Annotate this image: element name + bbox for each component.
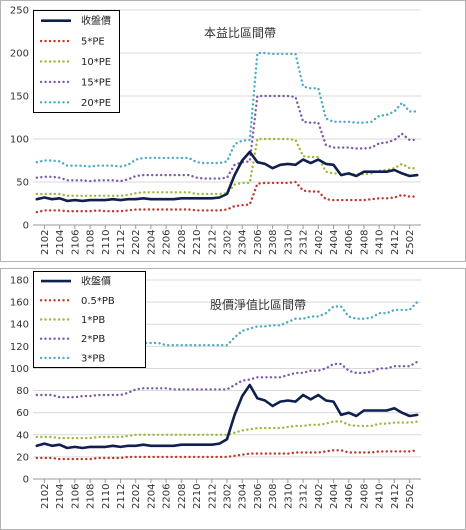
x-tick-label: 2108 bbox=[86, 484, 97, 509]
x-tick-label: 2110 bbox=[101, 484, 112, 509]
x-tick-label: 2112 bbox=[116, 484, 127, 509]
chart-1: 0 50 100 150 200 250 2102 2104 2106 2108 2110 2112 2… bbox=[0, 0, 466, 262]
x-tick-label: 2312 bbox=[299, 230, 310, 255]
x-tick-label: 2406 bbox=[344, 484, 355, 509]
legend-label: 收盤價 bbox=[81, 275, 111, 288]
x-tick-label: 2110 bbox=[101, 230, 112, 255]
y-tick-label: 0 bbox=[23, 221, 29, 232]
y-tick-label: 40 bbox=[16, 430, 29, 441]
x-tick-label: 2310 bbox=[283, 230, 294, 255]
y-tick-label: 50 bbox=[16, 178, 29, 189]
x-tick-label: 2404 bbox=[329, 484, 340, 509]
x-tick-label: 2208 bbox=[177, 484, 188, 509]
x-tick-label: 2212 bbox=[207, 230, 218, 255]
x-tick-label: 2202 bbox=[131, 230, 142, 255]
x-tick-label: 2204 bbox=[146, 484, 157, 509]
y-tick-label: 100 bbox=[10, 364, 29, 375]
legend: 收盤價 0.5*PB 1*PB 2*PB 3*PB bbox=[33, 271, 146, 368]
series-line bbox=[35, 383, 419, 450]
series-line bbox=[35, 150, 419, 203]
x-tick-label: 2406 bbox=[344, 230, 355, 255]
legend-box bbox=[33, 10, 120, 113]
x-tick-label: 2312 bbox=[299, 484, 310, 509]
x-tick-label: 2404 bbox=[329, 230, 340, 255]
y-tick-label: 0 bbox=[23, 475, 29, 486]
legend-label: 收盤價 bbox=[81, 14, 111, 27]
x-tick-label: 2304 bbox=[238, 230, 249, 255]
x-tick-label: 2202 bbox=[131, 484, 142, 509]
x-tick-label: 2402 bbox=[314, 230, 325, 255]
y-tick-label: 140 bbox=[10, 320, 29, 331]
series-line bbox=[35, 420, 419, 440]
chart-title: 股價淨值比區間帶 bbox=[210, 297, 306, 312]
x-tick-label: 2112 bbox=[116, 230, 127, 255]
x-tick-label: 2310 bbox=[283, 484, 294, 509]
series-line bbox=[35, 51, 419, 168]
legend-label: 20*PE bbox=[81, 98, 111, 109]
x-tick-label: 2306 bbox=[253, 230, 264, 255]
x-tick-label: 2408 bbox=[359, 484, 370, 509]
y-tick-label: 160 bbox=[10, 298, 29, 309]
x-tick-label: 2106 bbox=[70, 230, 81, 255]
x-tick-label: 2408 bbox=[359, 230, 370, 255]
x-tick-label: 2104 bbox=[55, 230, 66, 255]
x-tick-label: 2102 bbox=[40, 484, 51, 509]
y-tick-label: 120 bbox=[10, 342, 29, 353]
series-line bbox=[35, 360, 419, 399]
x-tick-label: 2206 bbox=[162, 484, 173, 509]
legend-label: 3*PB bbox=[81, 353, 105, 364]
legend-label: 15*PE bbox=[81, 77, 111, 88]
x-tick-label: 2206 bbox=[162, 230, 173, 255]
x-tick-label: 2204 bbox=[146, 230, 157, 255]
y-tick-label: 60 bbox=[16, 408, 29, 419]
x-tick-label: 2410 bbox=[375, 230, 386, 255]
x-tick-label: 2410 bbox=[375, 484, 386, 509]
x-tick-label: 2212 bbox=[207, 484, 218, 509]
y-tick-label: 250 bbox=[10, 6, 29, 17]
x-tick-label: 2402 bbox=[314, 484, 325, 509]
x-tick-label: 2210 bbox=[192, 230, 203, 255]
y-tick-label: 200 bbox=[10, 49, 29, 60]
legend-label: 0.5*PB bbox=[81, 296, 115, 307]
y-tick-label: 180 bbox=[10, 276, 29, 287]
x-tick-label: 2308 bbox=[268, 484, 279, 509]
x-tick-label: 2412 bbox=[390, 484, 401, 509]
x-tick-label: 2104 bbox=[55, 484, 66, 509]
x-tick-label: 2308 bbox=[268, 230, 279, 255]
x-tick-label: 2502 bbox=[405, 230, 416, 255]
y-tick-label: 100 bbox=[10, 135, 29, 146]
x-tick-label: 2502 bbox=[405, 484, 416, 509]
x-tick-label: 2208 bbox=[177, 230, 188, 255]
x-tick-label: 2306 bbox=[253, 484, 264, 509]
series-line bbox=[35, 300, 419, 358]
legend-label: 1*PB bbox=[81, 315, 105, 326]
x-tick-label: 2108 bbox=[86, 230, 97, 255]
x-tick-label: 2210 bbox=[192, 484, 203, 509]
y-tick-label: 80 bbox=[16, 386, 29, 397]
y-tick-label: 150 bbox=[10, 92, 29, 103]
series-line bbox=[35, 94, 419, 183]
legend-label: 2*PB bbox=[81, 334, 105, 345]
legend-label: 10*PE bbox=[81, 57, 111, 68]
x-tick-label: 2106 bbox=[70, 484, 81, 509]
x-tick-label: 2102 bbox=[40, 230, 51, 255]
series-line bbox=[35, 449, 419, 461]
x-tick-label: 2302 bbox=[223, 484, 234, 509]
y-tick-label: 20 bbox=[16, 452, 29, 463]
legend: 收盤價 5*PE 10*PE 15*PE 20*PE bbox=[33, 10, 120, 113]
x-tick-label: 2302 bbox=[223, 230, 234, 255]
legend-box bbox=[33, 271, 146, 368]
x-tick-label: 2412 bbox=[390, 230, 401, 255]
chart-title: 本益比區間帶 bbox=[204, 26, 276, 40]
series-line bbox=[35, 180, 419, 214]
chart-2: 0 20 40 60 80 100 120 140 160 180 2102 2104 2106 2108… bbox=[0, 268, 466, 530]
x-tick-label: 2304 bbox=[238, 484, 249, 509]
legend-label: 5*PE bbox=[81, 37, 105, 48]
